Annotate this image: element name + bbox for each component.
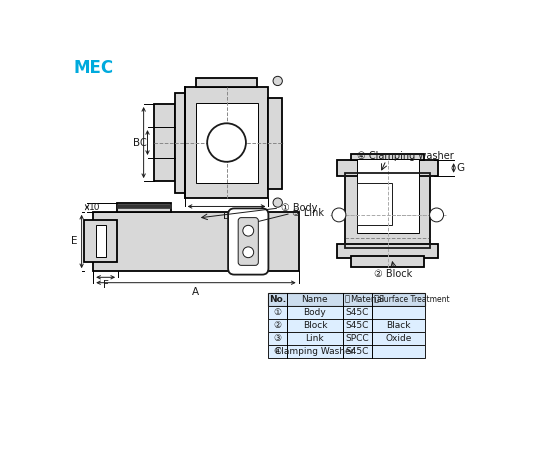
- Bar: [268, 345, 425, 358]
- Bar: [268, 306, 425, 319]
- Text: Ⓜ: Ⓜ: [344, 295, 349, 304]
- Bar: [84, 220, 116, 262]
- Text: ② Block: ② Block: [374, 269, 412, 279]
- Bar: [351, 154, 424, 160]
- Circle shape: [332, 208, 346, 222]
- Text: 10: 10: [88, 203, 100, 212]
- Bar: [185, 87, 268, 198]
- Text: ④ Clamping washer: ④ Clamping washer: [357, 151, 454, 161]
- Circle shape: [430, 208, 444, 222]
- Circle shape: [243, 247, 254, 258]
- Text: D: D: [222, 211, 231, 221]
- Text: Link: Link: [306, 334, 324, 343]
- Bar: [345, 173, 431, 248]
- FancyBboxPatch shape: [228, 208, 268, 274]
- Bar: [357, 159, 419, 233]
- Text: S45C: S45C: [346, 321, 369, 330]
- Text: MEC: MEC: [74, 59, 114, 77]
- Circle shape: [207, 123, 246, 162]
- Text: G: G: [457, 163, 465, 173]
- Bar: [195, 103, 258, 183]
- Bar: [197, 78, 257, 87]
- Bar: [175, 93, 185, 193]
- Bar: [268, 292, 425, 306]
- Text: Surface Treatment: Surface Treatment: [379, 295, 450, 304]
- Text: ①: ①: [273, 308, 281, 317]
- Text: Clamping Washer: Clamping Washer: [275, 347, 354, 356]
- Text: Material: Material: [350, 295, 384, 304]
- Text: S45C: S45C: [346, 308, 369, 317]
- Text: C: C: [139, 138, 146, 148]
- Text: Name: Name: [302, 295, 328, 304]
- Text: E: E: [71, 237, 78, 247]
- Bar: [96, 225, 106, 257]
- Bar: [345, 173, 431, 248]
- Text: ① Body: ① Body: [281, 203, 317, 213]
- Bar: [268, 319, 425, 332]
- Text: Body: Body: [304, 308, 326, 317]
- Bar: [116, 202, 171, 212]
- Text: S45C: S45C: [346, 347, 369, 356]
- Circle shape: [243, 225, 254, 236]
- Circle shape: [273, 76, 282, 86]
- Bar: [268, 98, 282, 189]
- Bar: [357, 183, 391, 225]
- Text: ③: ③: [273, 334, 281, 343]
- Text: Oxide: Oxide: [385, 334, 412, 343]
- Text: A: A: [193, 287, 199, 297]
- Text: Black: Black: [386, 321, 411, 330]
- Bar: [94, 212, 298, 271]
- Bar: [337, 160, 438, 176]
- Circle shape: [273, 198, 282, 207]
- Text: SPCC: SPCC: [346, 334, 370, 343]
- Text: ②: ②: [273, 321, 281, 330]
- Text: Ⓢ: Ⓢ: [374, 295, 379, 304]
- Text: ④: ④: [273, 347, 281, 356]
- Bar: [230, 216, 266, 267]
- Bar: [351, 256, 424, 267]
- Bar: [268, 332, 425, 345]
- Text: B: B: [133, 138, 140, 148]
- Bar: [153, 104, 175, 181]
- Bar: [337, 244, 438, 258]
- FancyBboxPatch shape: [238, 218, 258, 266]
- Text: Block: Block: [302, 321, 327, 330]
- Text: No.: No.: [269, 295, 286, 304]
- Text: ③ Link: ③ Link: [292, 208, 324, 218]
- Text: F: F: [102, 280, 109, 290]
- Bar: [116, 204, 171, 208]
